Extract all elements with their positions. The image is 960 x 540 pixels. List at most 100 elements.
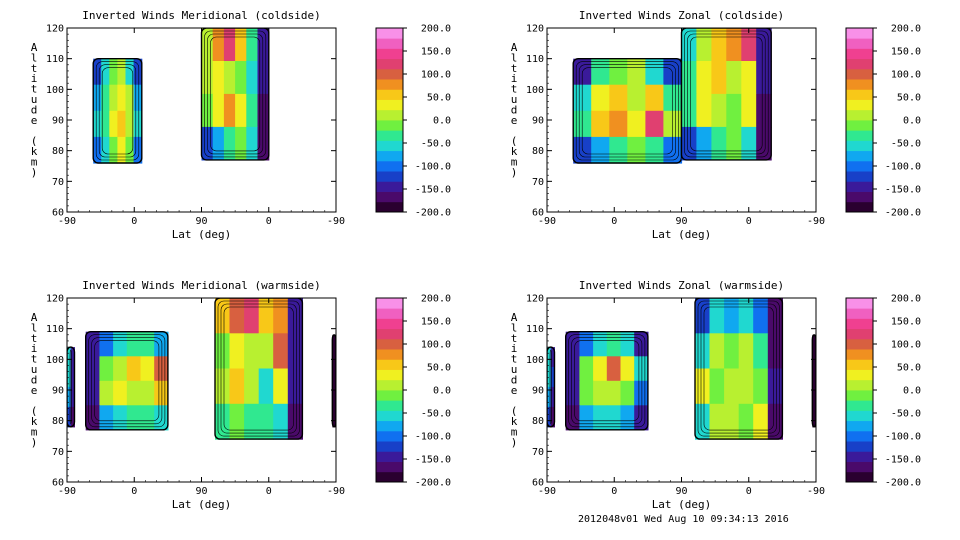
wind-cell (591, 110, 610, 138)
colorbar-swatch (846, 308, 873, 319)
wind-cell (117, 58, 127, 86)
colorbar-swatch (376, 89, 403, 100)
wind-cell (113, 380, 128, 406)
wind-cell (606, 380, 622, 406)
wind-cell (154, 380, 169, 406)
wind-cell (109, 136, 118, 164)
wind-cell (223, 93, 236, 128)
wind-cell (332, 380, 336, 405)
wind-region-1 (572, 58, 683, 164)
y-tick-label: 90 (52, 386, 64, 397)
contour-line (91, 337, 163, 425)
wind-cell (215, 333, 231, 370)
wind-cell (85, 331, 100, 357)
contour-line (700, 303, 777, 434)
wind-cell (550, 347, 555, 368)
wind-cell (695, 298, 711, 334)
wind-cell (767, 368, 783, 405)
colorbar-tick-label: -50.0 (891, 409, 921, 420)
wind-cell (257, 93, 270, 128)
wind-cell (738, 403, 754, 440)
colorbar-swatch (846, 171, 873, 182)
contour-line (549, 349, 552, 425)
wind-cell (606, 356, 622, 382)
wind-cell (229, 368, 245, 405)
wind-cell (126, 331, 142, 357)
colorbar-tick-label: -150.0 (415, 185, 451, 196)
wind-cell (101, 58, 110, 86)
wind-cell (126, 405, 142, 431)
wind-cell (117, 84, 127, 112)
colorbar-swatch (846, 150, 873, 162)
wind-region-1 (547, 346, 556, 428)
y-tick-label: 110 (526, 54, 544, 65)
wind-cell (140, 380, 155, 406)
region-outline (214, 298, 304, 440)
colorbar-swatch (376, 451, 403, 462)
wind-cell (113, 331, 128, 357)
wind-cell (695, 403, 711, 440)
wind-cell (93, 110, 102, 138)
x-tick-label: 0 (746, 486, 752, 497)
wind-cell (681, 93, 697, 128)
colorbar-swatch (846, 109, 873, 121)
contour-line (697, 300, 780, 437)
wind-cell (724, 403, 740, 440)
wind-cell (547, 386, 552, 408)
wind-cell (547, 406, 552, 428)
chart-title: Inverted Winds Zonal (coldside) (579, 9, 784, 22)
wind-cell (140, 356, 155, 382)
wind-cell (235, 28, 247, 62)
wind-cell (212, 28, 225, 62)
wind-cell (67, 386, 72, 408)
y-tick-label: 120 (526, 294, 544, 305)
wind-cell (273, 403, 289, 440)
wind-cell (109, 58, 118, 86)
wind-cell (246, 126, 259, 161)
wind-cell (109, 110, 118, 138)
x-tick-label: 0 (131, 486, 137, 497)
wind-cell (711, 28, 727, 62)
wind-cell (756, 126, 772, 161)
wind-cell (767, 333, 783, 370)
wind-cell (93, 84, 102, 112)
colorbar-tick-label: 100.0 (891, 70, 921, 81)
wind-cell (741, 61, 757, 95)
wind-cell (550, 367, 555, 388)
wind-region-2 (565, 331, 649, 431)
colorbar-tick-label: -150.0 (885, 185, 921, 196)
y-tick-label: 100 (46, 355, 64, 366)
colorbar-tick-label: 100.0 (421, 340, 451, 351)
colorbar-swatch (846, 338, 873, 350)
chart-panel-3: Inverted Winds Meridional (warmside) 120 1… (31, 279, 451, 511)
wind-cell (257, 126, 270, 161)
x-tick-label: -90 (327, 486, 345, 497)
colorbar-swatch (846, 451, 873, 462)
wind-cell (126, 380, 142, 406)
wind-cell (246, 28, 259, 62)
colorbar-tick-label: -200.0 (415, 478, 451, 489)
y-tick-label: 80 (532, 416, 544, 427)
wind-cell (812, 380, 816, 405)
colorbar-swatch (846, 38, 873, 49)
contour-regions (67, 298, 336, 440)
colorbar-tick-label: 50.0 (897, 93, 921, 104)
wind-cell (99, 331, 114, 357)
wind-cell (93, 136, 102, 164)
colorbar-tick-label: 50.0 (897, 363, 921, 374)
colorbar-swatch (846, 379, 873, 391)
contour-line (684, 30, 769, 158)
colorbar-tick-label: 50.0 (427, 363, 451, 374)
wind-cell (258, 368, 274, 405)
wind-cell (767, 298, 783, 334)
y-tick-label: 90 (532, 116, 544, 127)
wind-cell (753, 368, 769, 405)
wind-cell (332, 357, 336, 382)
region-outline (680, 28, 772, 161)
colorbar-tick-label: -100.0 (415, 162, 451, 173)
colorbar-swatch (376, 430, 403, 442)
wind-cell (140, 331, 155, 357)
contour-line (217, 300, 300, 437)
wind-region-1 (92, 58, 143, 164)
